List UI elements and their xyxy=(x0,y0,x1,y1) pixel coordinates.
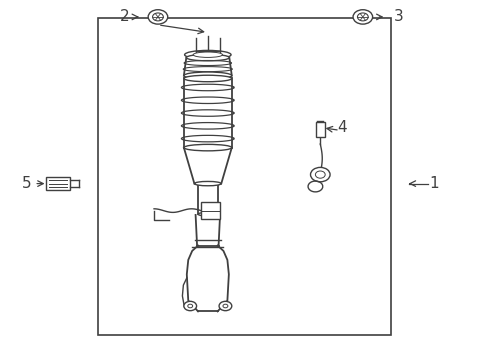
Circle shape xyxy=(187,304,192,308)
Circle shape xyxy=(352,10,372,24)
Circle shape xyxy=(219,301,231,311)
Text: 4: 4 xyxy=(337,120,346,135)
Ellipse shape xyxy=(184,50,230,59)
Ellipse shape xyxy=(193,52,222,57)
Circle shape xyxy=(315,171,325,178)
Ellipse shape xyxy=(183,144,231,151)
Text: 1: 1 xyxy=(428,176,438,191)
Ellipse shape xyxy=(183,75,231,82)
Ellipse shape xyxy=(186,54,229,61)
FancyBboxPatch shape xyxy=(201,202,219,219)
Circle shape xyxy=(223,304,227,308)
Text: 2: 2 xyxy=(120,9,129,24)
Circle shape xyxy=(183,301,196,311)
Circle shape xyxy=(357,13,367,21)
Ellipse shape xyxy=(183,72,231,79)
Text: 5: 5 xyxy=(22,176,32,191)
Ellipse shape xyxy=(194,181,221,186)
Circle shape xyxy=(148,10,167,24)
Circle shape xyxy=(152,13,163,21)
Bar xyxy=(46,177,70,190)
Text: 3: 3 xyxy=(393,9,403,24)
Circle shape xyxy=(310,167,329,182)
Ellipse shape xyxy=(198,212,217,216)
Bar xyxy=(98,18,390,335)
Bar xyxy=(315,122,324,137)
